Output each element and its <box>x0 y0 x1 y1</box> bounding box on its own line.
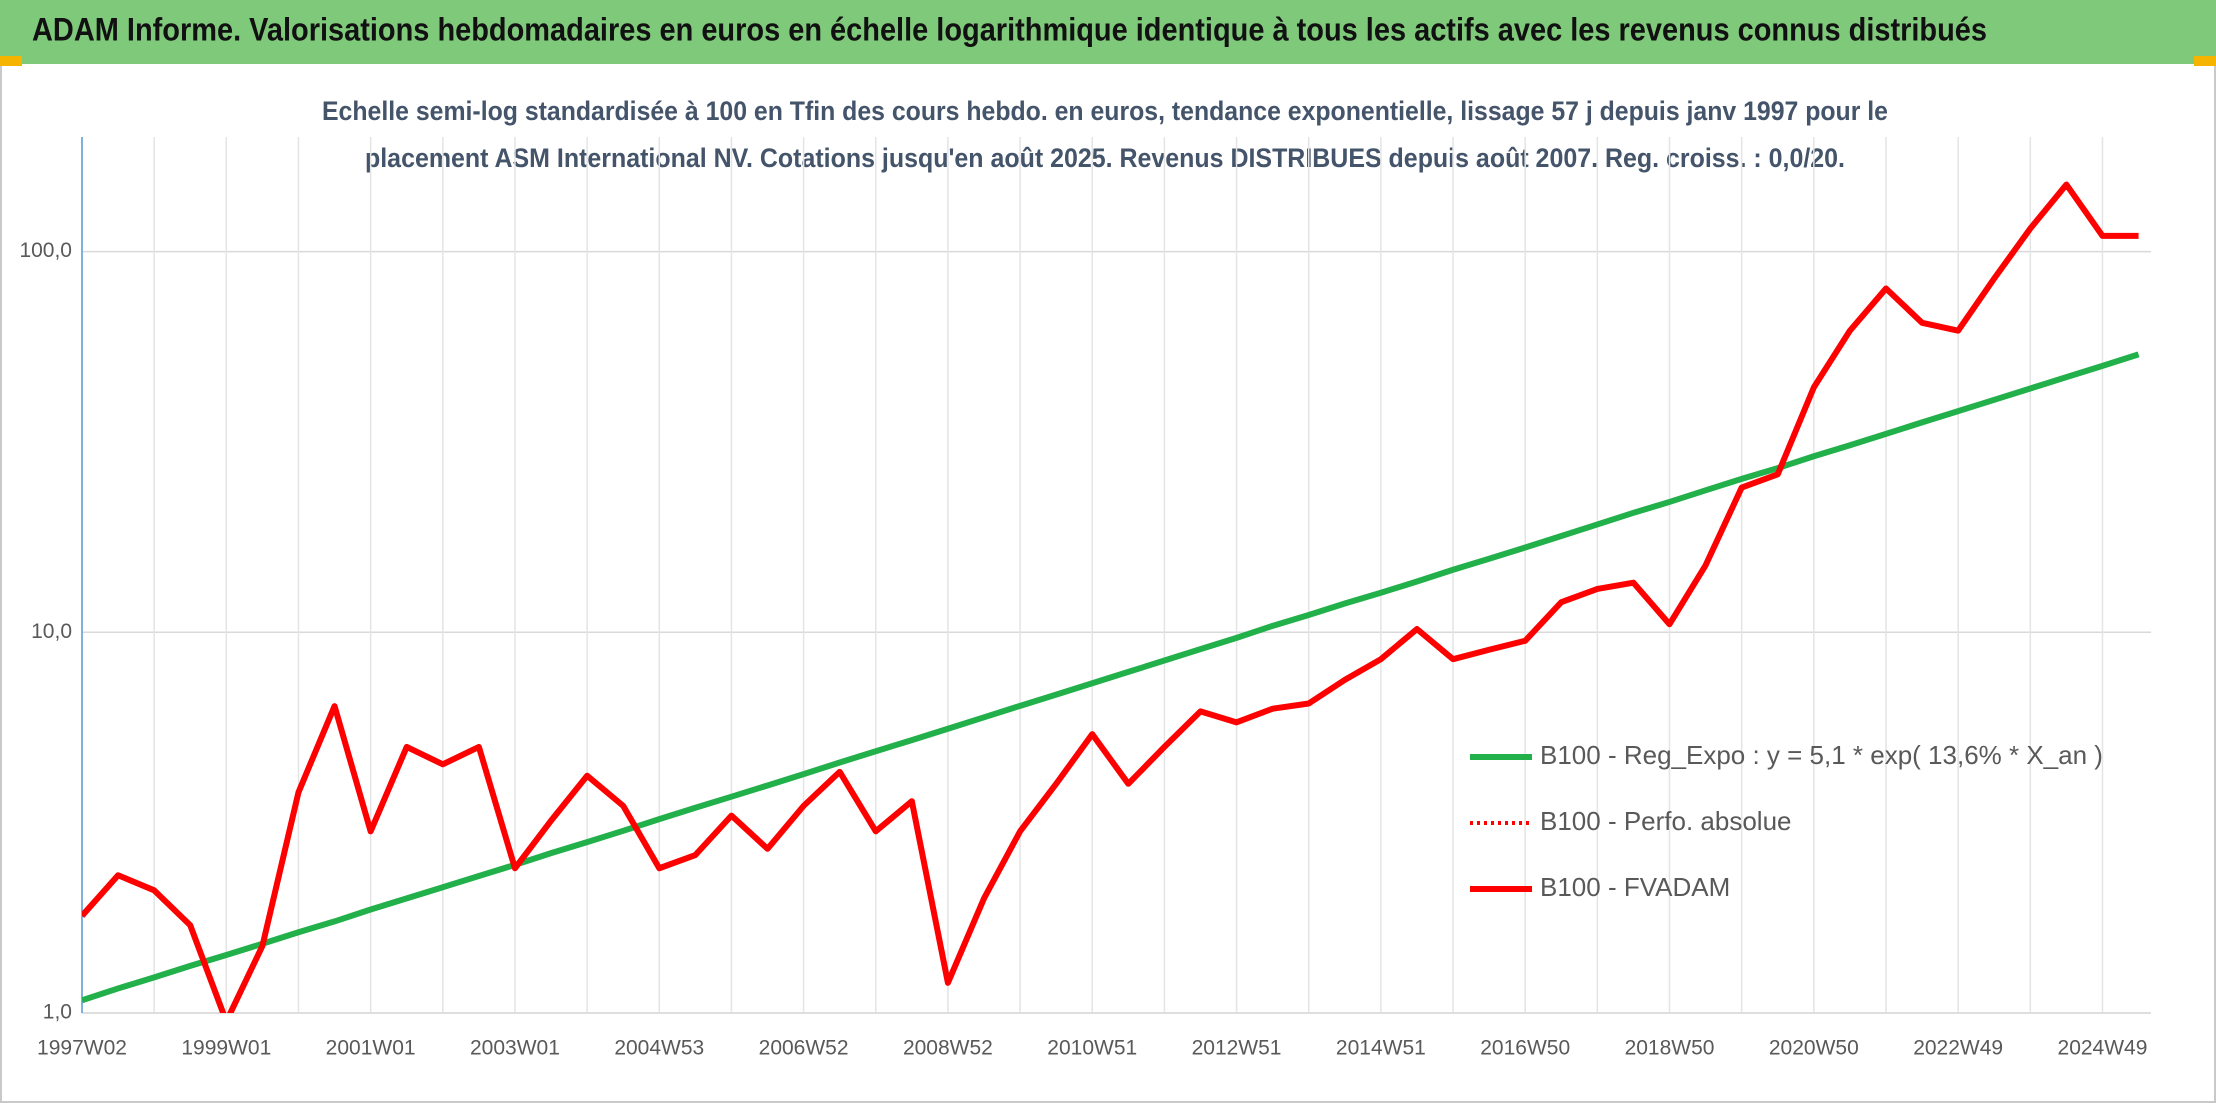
y-tick-label: 100,0 <box>19 239 72 262</box>
x-tick-label: 2001W01 <box>326 1037 416 1060</box>
x-tick-label: 2014W51 <box>1336 1037 1426 1060</box>
series-line <box>82 181 2139 1013</box>
x-tick-label: 2003W01 <box>470 1037 560 1060</box>
title-bar <box>0 0 2216 64</box>
legend-label: B100 - Perfo. absolue <box>1540 806 1792 836</box>
x-tick-label: 2024W49 <box>2058 1037 2148 1060</box>
legend-label: B100 - Reg_Expo : y = 5,1 * exp( 13,6% *… <box>1540 740 2103 770</box>
x-tick-label: 1999W01 <box>181 1037 271 1060</box>
x-tick-label: 2020W50 <box>1769 1037 1859 1060</box>
x-tick-label: 1997W02 <box>37 1037 127 1060</box>
corner-mark <box>0 56 22 66</box>
x-tick-label: 2008W52 <box>903 1037 993 1060</box>
chart-subtitle: placement ASM International NV. Cotation… <box>365 143 1845 173</box>
series-line <box>82 351 2140 1004</box>
x-tick-label: 2012W51 <box>1192 1037 1282 1060</box>
x-tick-label: 2018W50 <box>1625 1037 1715 1060</box>
y-tick-label: 1,0 <box>43 1001 72 1024</box>
x-tick-label: 2010W51 <box>1047 1037 1137 1060</box>
corner-mark <box>2194 56 2216 66</box>
plot-area <box>82 181 2140 1013</box>
legend: B100 - Reg_Expo : y = 5,1 * exp( 13,6% *… <box>1470 740 2103 902</box>
chart-subtitle: Echelle semi-log standardisée à 100 en T… <box>322 96 1888 126</box>
x-tick-label: 2022W49 <box>1913 1037 2003 1060</box>
chart-title: ADAM Informe. Valorisations hebdomadaire… <box>32 11 1987 47</box>
x-tick-label: 2004W53 <box>614 1037 704 1060</box>
x-tick-label: 2006W52 <box>759 1037 849 1060</box>
x-tick-label: 2016W50 <box>1480 1037 1570 1060</box>
y-tick-label: 10,0 <box>31 620 72 643</box>
legend-label: B100 - FVADAM <box>1540 872 1730 902</box>
